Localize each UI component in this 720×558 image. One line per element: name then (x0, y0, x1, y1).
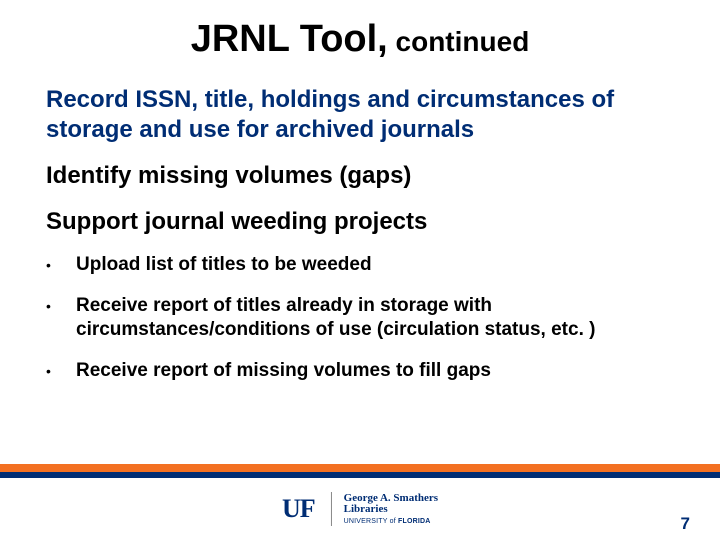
logo-line3-bold: FLORIDA (398, 518, 431, 525)
logo-separator (331, 492, 332, 526)
logo-line3: UNIVERSITY of FLORIDA (344, 518, 438, 525)
bullet-text: Receive report of missing volumes to fil… (76, 359, 491, 384)
bullet-list: • Upload list of titles to be weeded • R… (46, 253, 674, 384)
slide-title: JRNL Tool, continued (0, 18, 720, 61)
bullet-icon: • (46, 294, 76, 314)
uf-letters: UF (282, 494, 315, 524)
bullet-icon: • (46, 359, 76, 379)
divider-bar (0, 464, 720, 478)
logo-line3-prefix: UNIVERSITY of (344, 518, 398, 525)
list-item: • Receive report of titles already in st… (46, 294, 674, 343)
paragraph-identify: Identify missing volumes (gaps) (46, 161, 674, 191)
divider-blue (0, 472, 720, 478)
list-item: • Receive report of missing volumes to f… (46, 359, 674, 384)
bullet-text: Upload list of titles to be weeded (76, 253, 372, 278)
page-number: 7 (681, 514, 690, 534)
title-sub: continued (388, 26, 530, 57)
bullet-text: Receive report of titles already in stor… (76, 294, 674, 343)
list-item: • Upload list of titles to be weeded (46, 253, 674, 278)
footer: UF George A. Smathers Libraries UNIVERSI… (0, 492, 720, 540)
divider-orange (0, 464, 720, 472)
bullet-icon: • (46, 253, 76, 273)
slide: JRNL Tool, continued Record ISSN, title,… (0, 18, 720, 558)
paragraph-support: Support journal weeding projects (46, 207, 674, 237)
uf-monogram-icon: UF (282, 494, 315, 524)
logo-line2: Libraries (344, 504, 438, 516)
paragraph-record: Record ISSN, title, holdings and circums… (46, 85, 674, 145)
uf-libraries-logo: UF George A. Smathers Libraries UNIVERSI… (282, 492, 438, 526)
title-main: JRNL Tool, (191, 18, 388, 60)
content-area: Record ISSN, title, holdings and circums… (0, 61, 720, 384)
logo-text: George A. Smathers Libraries UNIVERSITY … (344, 493, 438, 525)
